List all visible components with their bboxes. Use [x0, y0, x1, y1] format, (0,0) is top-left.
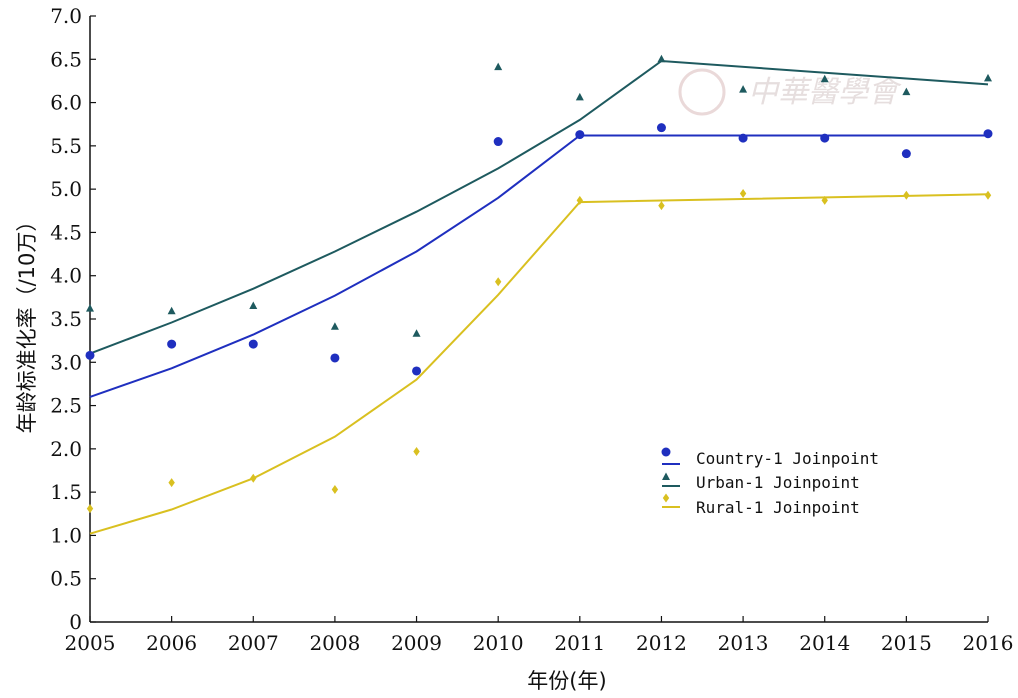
fitted-line-series-3 [89, 193, 989, 535]
y-tick-label: 5.5 [50, 134, 82, 158]
legend-marker-series-3 [662, 493, 670, 503]
data-point-series-2 [739, 85, 748, 93]
y-tick-label: 2.0 [50, 437, 82, 461]
data-point-series-1 [656, 123, 666, 133]
data-point-series-2 [167, 306, 176, 315]
x-tick-label: 2012 [636, 631, 687, 655]
x-tick-label: 2013 [718, 631, 769, 655]
data-point-series-1 [738, 133, 748, 143]
data-point-series-1 [901, 149, 911, 159]
x-tick-label: 2007 [228, 631, 279, 655]
fitted-line-series-2 [89, 59, 989, 355]
x-tick-label: 2014 [799, 631, 850, 655]
data-point-series-3 [576, 195, 584, 205]
y-tick-label: 5.0 [50, 177, 82, 201]
y-tick-label: 2.5 [50, 394, 82, 418]
observed-points [85, 54, 993, 514]
x-tick-label: 2006 [146, 631, 197, 655]
data-point-series-3 [413, 446, 420, 456]
data-point-series-1 [330, 353, 340, 363]
x-tick-label: 2009 [391, 631, 442, 655]
legend-label-series-3: Rural-1 Joinpoint [696, 498, 860, 517]
data-point-series-2 [330, 322, 339, 330]
y-tick-label: 7.0 [50, 4, 82, 28]
x-axis-ticks: 2005 2006 2007 2008 2009 2010 2011 2012 2013 2014… [65, 616, 1014, 655]
data-point-series-2 [249, 301, 258, 310]
data-point-series-3 [86, 504, 94, 514]
y-tick-label: 4.0 [50, 264, 82, 288]
fitted-lines [89, 59, 989, 535]
x-tick-label: 2016 [963, 631, 1014, 655]
data-point-series-1 [983, 129, 993, 139]
data-point-series-2 [984, 73, 992, 82]
data-point-series-1 [575, 130, 585, 140]
data-point-series-1 [820, 133, 830, 143]
data-point-series-2 [902, 87, 911, 96]
legend-label-series-2: Urban-1 Joinpoint [696, 473, 860, 492]
fitted-line-series-1 [89, 134, 988, 398]
data-point-series-2 [820, 74, 829, 83]
legend-marker-series-1 [661, 447, 671, 457]
x-tick-label: 2005 [65, 631, 116, 655]
legend: Country-1 Joinpoint Urban-1 Joinpoint Rura… [661, 447, 879, 517]
data-point-series-3 [494, 277, 502, 287]
y-tick-label: 4.5 [50, 220, 82, 244]
data-point-series-3 [821, 195, 828, 205]
data-point-series-2 [86, 304, 94, 312]
data-point-series-3 [739, 188, 747, 198]
y-tick-label: 6.0 [50, 91, 82, 115]
data-point-series-1 [248, 339, 258, 349]
data-point-series-3 [168, 478, 175, 488]
y-tick-label: 3.5 [50, 307, 82, 331]
data-point-series-1 [85, 350, 95, 360]
data-point-series-3 [984, 190, 992, 200]
data-point-series-2 [494, 62, 503, 71]
y-tick-label: 0.5 [50, 567, 82, 591]
data-point-series-1 [493, 137, 503, 147]
x-tick-label: 2011 [554, 631, 605, 655]
y-axis-ticks: 0 0.5 1.0 1.5 2.0 2.5 3.0 3.5 4.0 4.5 5.0 5.5 6.0 6.5… [50, 4, 96, 634]
data-point-series-3 [331, 485, 339, 495]
data-point-series-2 [575, 92, 584, 101]
data-point-series-3 [250, 473, 257, 483]
y-tick-label: 6.5 [50, 47, 82, 71]
y-tick-label: 1.0 [50, 523, 82, 547]
x-axis-title: 年份(年) [527, 669, 606, 693]
y-tick-label: 3.0 [50, 350, 82, 374]
data-point-series-1 [412, 366, 422, 376]
x-tick-label: 2010 [473, 631, 524, 655]
legend-marker-series-2 [662, 472, 670, 480]
data-point-series-3 [658, 201, 665, 211]
data-point-series-2 [412, 329, 421, 337]
x-tick-label: 2015 [881, 631, 932, 655]
y-tick-label: 0 [69, 610, 82, 634]
y-tick-label: 1.5 [50, 480, 82, 504]
data-point-series-3 [903, 190, 910, 200]
data-point-series-2 [657, 54, 666, 63]
legend-label-series-1: Country-1 Joinpoint [696, 449, 879, 468]
data-point-series-1 [167, 339, 177, 349]
x-tick-label: 2008 [309, 631, 360, 655]
y-axis-title: 年龄标准化率（/10万） [15, 211, 39, 434]
